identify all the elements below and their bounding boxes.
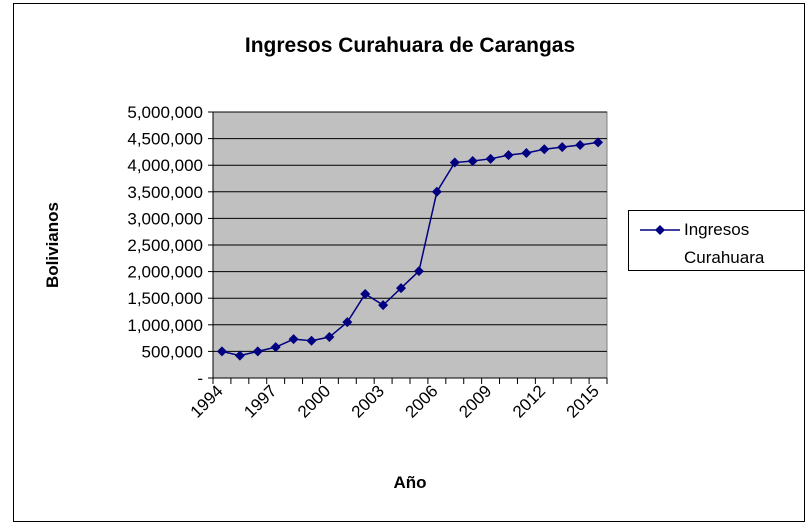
y-axis-label: Bolivianos xyxy=(43,202,62,288)
x-axis-label: Año xyxy=(393,473,426,492)
data-point xyxy=(360,288,371,299)
data-point xyxy=(270,342,281,353)
data-point xyxy=(234,350,245,361)
legend-label: Ingresos Curahuara xyxy=(684,220,765,267)
y-tick-label: 4,500,000 xyxy=(127,130,203,149)
y-tick-label: 2,500,000 xyxy=(127,236,203,255)
chart-title: Ingresos Curahuara de Carangas xyxy=(245,34,575,57)
data-point xyxy=(378,300,389,311)
data-point xyxy=(539,144,550,155)
data-point xyxy=(575,139,586,150)
y-tick-label: - xyxy=(197,369,203,388)
data-point xyxy=(324,332,335,343)
data-point xyxy=(306,335,317,346)
data-point xyxy=(449,157,460,168)
data-point xyxy=(413,266,424,277)
data-point xyxy=(521,147,532,158)
data-point xyxy=(342,317,353,328)
data-point xyxy=(485,153,496,164)
data-point xyxy=(431,186,442,197)
y-tick-label: 2,000,000 xyxy=(127,263,203,282)
legend-marker xyxy=(655,225,665,235)
data-point xyxy=(288,334,299,345)
y-tick-label: 3,500,000 xyxy=(127,183,203,202)
data-point xyxy=(593,137,604,148)
y-tick-label: 5,000,000 xyxy=(127,103,203,122)
data-point xyxy=(252,346,263,357)
y-tick-label: 1,000,000 xyxy=(127,316,203,335)
data-point xyxy=(557,142,568,153)
y-tick-label: 500,000 xyxy=(142,342,203,361)
data-point xyxy=(467,155,478,166)
y-tick-label: 1,500,000 xyxy=(127,289,203,308)
series-line xyxy=(221,141,599,357)
legend-box xyxy=(628,210,805,271)
data-point xyxy=(503,150,514,161)
y-tick-label: 4,000,000 xyxy=(127,156,203,175)
y-tick-label: 3,000,000 xyxy=(127,209,203,228)
data-point xyxy=(216,346,227,357)
data-point xyxy=(396,283,407,294)
